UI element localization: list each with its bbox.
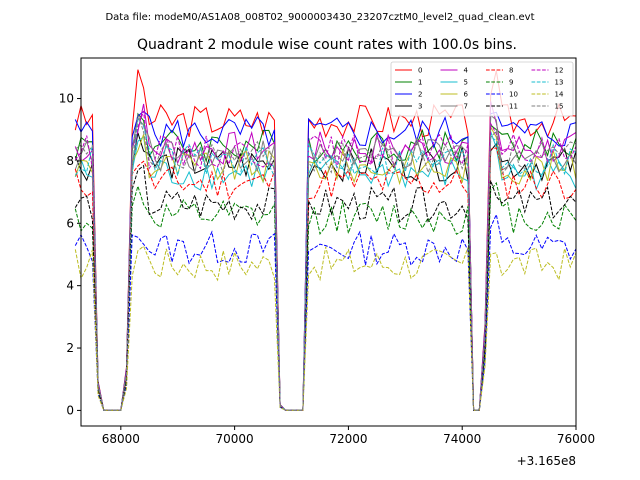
series-line-11 bbox=[74, 164, 577, 411]
series-line-14 bbox=[74, 245, 577, 411]
y-tick-label: 2 bbox=[66, 341, 74, 355]
legend-box bbox=[390, 61, 574, 117]
plot-area bbox=[74, 57, 577, 427]
legend-label-14: 14 bbox=[555, 91, 564, 99]
series-line-9 bbox=[74, 181, 577, 411]
y-tick-label: 8 bbox=[66, 154, 74, 168]
series-line-10 bbox=[74, 212, 577, 411]
series-line-6 bbox=[74, 125, 577, 411]
legend-label-7: 7 bbox=[464, 103, 468, 111]
figure-suptitle: Data file: modeM0/AS1A08_008T02_90000034… bbox=[105, 12, 534, 23]
series-line-13 bbox=[74, 118, 577, 411]
legend-label-1: 1 bbox=[418, 79, 422, 87]
y-axis: 0 2 4 6 8 10 bbox=[59, 92, 81, 417]
chart-title: Quadrant 2 module wise count rates with … bbox=[137, 37, 517, 53]
series-line-8 bbox=[74, 147, 577, 411]
legend-label-10: 10 bbox=[509, 91, 518, 99]
x-tick-label: 74000 bbox=[443, 432, 481, 446]
legend-label-15: 15 bbox=[555, 103, 564, 111]
legend-label-2: 2 bbox=[418, 91, 422, 99]
x-axis: 68000 70000 72000 74000 76000 bbox=[102, 426, 595, 446]
series-line-15 bbox=[75, 113, 577, 411]
legend-label-3: 3 bbox=[418, 103, 422, 111]
y-tick-label: 0 bbox=[66, 403, 74, 417]
y-tick-label: 10 bbox=[59, 92, 74, 106]
legend-label-8: 8 bbox=[509, 67, 513, 75]
legend-label-9: 9 bbox=[509, 79, 513, 87]
legend-label-5: 5 bbox=[464, 79, 468, 87]
x-tick-label: 72000 bbox=[329, 432, 367, 446]
legend-label-11: 11 bbox=[509, 103, 518, 111]
legend-label-6: 6 bbox=[464, 91, 469, 99]
series-layer bbox=[74, 69, 577, 411]
y-tick-label: 6 bbox=[66, 216, 74, 230]
legend-label-13: 13 bbox=[555, 79, 564, 87]
y-tick-label: 4 bbox=[66, 279, 74, 293]
axes-frame bbox=[80, 57, 577, 427]
x-tick-label: 76000 bbox=[557, 432, 595, 446]
series-line-7 bbox=[74, 114, 577, 411]
series-line-12 bbox=[74, 110, 577, 411]
legend-label-0: 0 bbox=[418, 67, 422, 75]
legend-label-4: 4 bbox=[464, 67, 469, 75]
x-offset-label: +3.165e8 bbox=[517, 454, 576, 468]
legend-label-12: 12 bbox=[555, 67, 564, 75]
x-tick-label: 68000 bbox=[102, 432, 140, 446]
x-tick-label: 70000 bbox=[216, 432, 254, 446]
